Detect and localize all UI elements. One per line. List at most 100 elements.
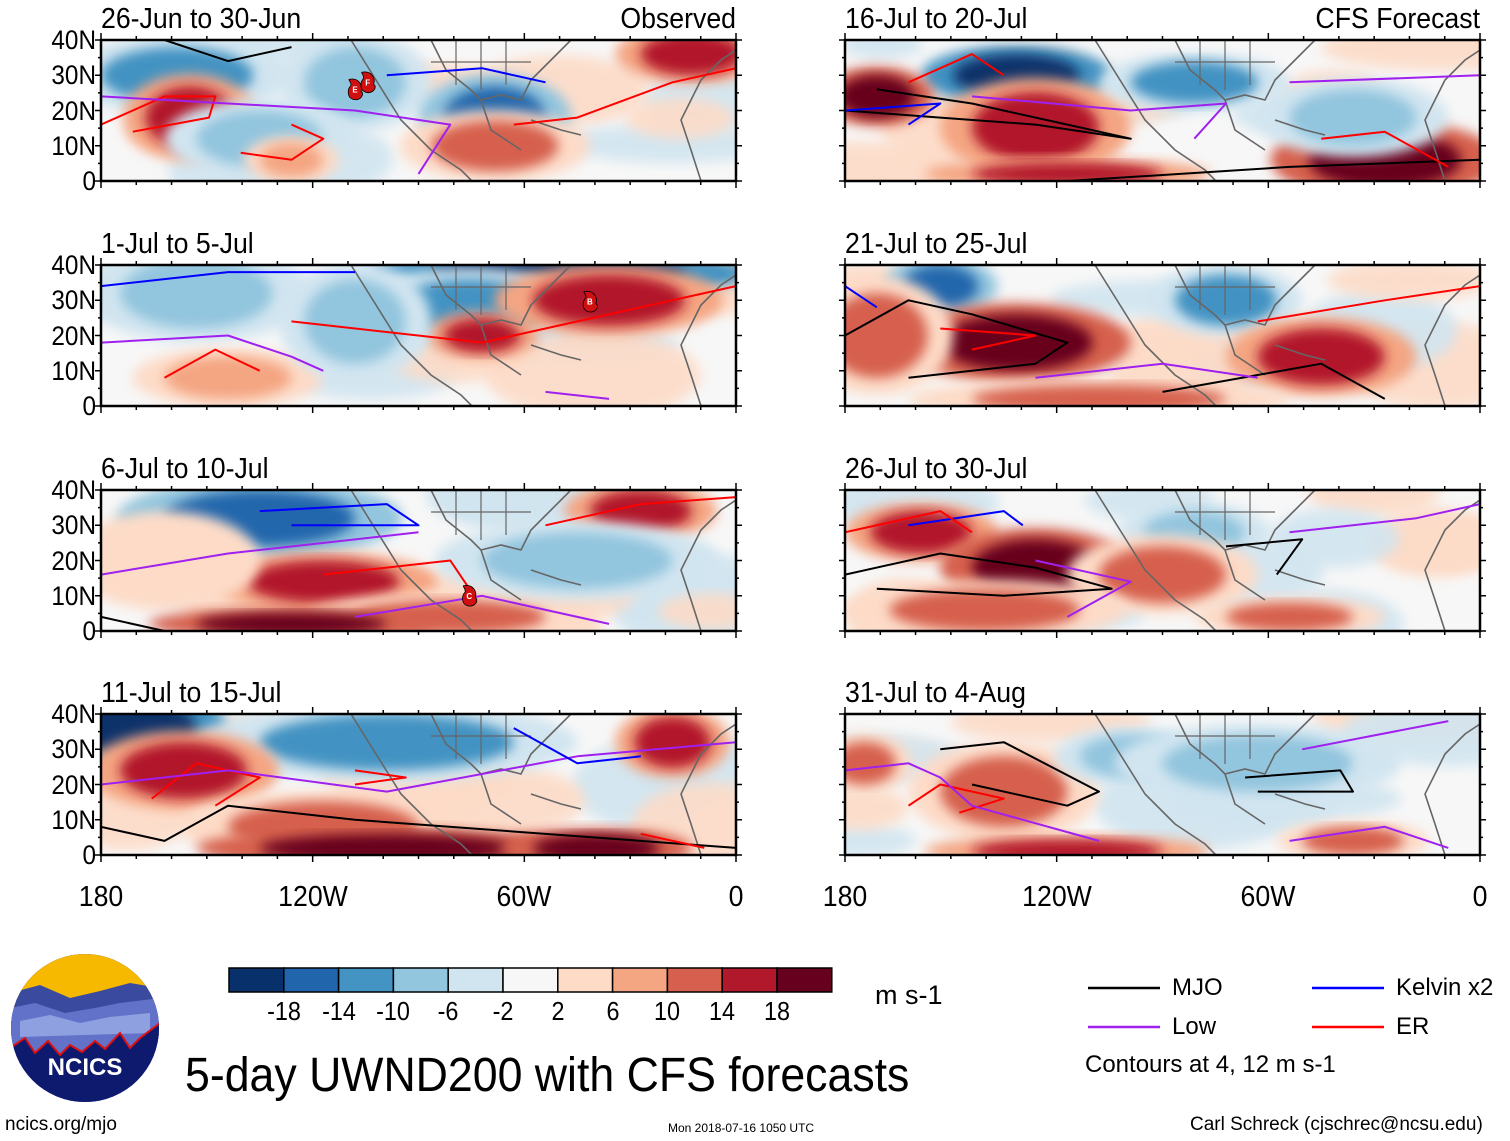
low-contour bbox=[354, 594, 610, 625]
anomaly-core bbox=[443, 318, 521, 353]
low-contour bbox=[971, 95, 1227, 140]
colorbar-swatch bbox=[392, 967, 449, 993]
kelvin-contour bbox=[386, 67, 546, 84]
er-contour bbox=[1257, 285, 1480, 323]
anomaly-core bbox=[247, 560, 400, 603]
anomaly-core bbox=[1162, 735, 1353, 792]
anomaly-core bbox=[1226, 602, 1353, 631]
coastline bbox=[1094, 265, 1480, 406]
colorbar-swatch bbox=[721, 967, 778, 993]
logo-text: NCICS bbox=[48, 1054, 123, 1081]
colorbar-tick-label: 10 bbox=[654, 996, 681, 1026]
anomaly-shading bbox=[845, 786, 909, 830]
colorbar-swatch bbox=[337, 967, 395, 993]
kelvin-contour bbox=[259, 503, 420, 527]
y-tick-label: 10N bbox=[51, 130, 96, 161]
kelvin-contour bbox=[845, 285, 878, 309]
anomaly-shading bbox=[1370, 515, 1480, 574]
state-borders bbox=[431, 40, 531, 90]
chart-title: 5-day UWND200 with CFS forecasts bbox=[185, 1049, 910, 1102]
mjo-contour bbox=[1225, 538, 1304, 576]
panel-title: 11-Jul to 15-Jul bbox=[101, 677, 282, 709]
anomaly-core bbox=[1175, 274, 1277, 326]
anomaly-core bbox=[482, 532, 673, 589]
coastline bbox=[350, 265, 736, 406]
logo-graphic: NCICS bbox=[11, 954, 159, 1102]
anomaly-core bbox=[1257, 328, 1385, 385]
state-borders bbox=[431, 490, 531, 540]
map-panel: C bbox=[95, 483, 742, 638]
storm-label: E bbox=[352, 85, 358, 94]
er-contour bbox=[845, 510, 973, 534]
map-panel: EF bbox=[95, 33, 742, 188]
y-tick-label: 10N bbox=[51, 804, 96, 835]
panel-tag: Observed bbox=[620, 3, 736, 35]
kelvin-contour bbox=[101, 271, 355, 288]
footer-timestamp: Mon 2018-07-16 1050 UTC bbox=[668, 1121, 815, 1135]
panel-title: 26-Jul to 30-Jul bbox=[845, 453, 1028, 485]
anomaly-core bbox=[972, 384, 1226, 406]
y-tick-label: 0 bbox=[82, 616, 96, 646]
panel-title: 21-Jul to 25-Jul bbox=[845, 228, 1028, 260]
footer-author: Carl Schreck (cjschrec@ncsu.edu) bbox=[1190, 1114, 1483, 1135]
anomaly-core bbox=[259, 714, 514, 771]
y-tick-label: 0 bbox=[82, 166, 96, 196]
colorbar-swatch bbox=[228, 967, 285, 993]
map-panel bbox=[839, 33, 1486, 188]
anomaly-core bbox=[845, 293, 928, 378]
anomaly-core bbox=[120, 742, 248, 799]
low-contour bbox=[1289, 503, 1480, 534]
legend-swatch-low bbox=[1088, 1025, 1160, 1029]
colorbar-swatch bbox=[776, 967, 833, 993]
mjo-contour bbox=[101, 615, 165, 631]
map-panel bbox=[839, 483, 1486, 638]
low-contour bbox=[545, 390, 610, 400]
y-tick-label: 20N bbox=[51, 320, 96, 351]
er-contour bbox=[940, 327, 1037, 351]
anomaly-shading bbox=[1321, 40, 1480, 71]
anomaly-core bbox=[532, 274, 686, 326]
colorbar-tick-label: -2 bbox=[492, 996, 514, 1026]
legend-label: ER bbox=[1396, 1013, 1430, 1040]
panel-title: 1-Jul to 5-Jul bbox=[101, 228, 254, 260]
footer-url[interactable]: ncics.org/mjo bbox=[5, 1114, 117, 1135]
contour-note: Contours at 4, 12 m s-1 bbox=[1085, 1051, 1336, 1078]
x-tick-label: 180 bbox=[822, 881, 868, 913]
low-contour bbox=[1302, 720, 1449, 751]
anomaly-core bbox=[845, 742, 896, 785]
colorbar-swatch bbox=[557, 967, 614, 993]
colorbar-swatches bbox=[228, 967, 833, 993]
anomaly-shading bbox=[631, 782, 736, 855]
anomaly-core bbox=[889, 588, 1080, 631]
legend-label: MJO bbox=[1172, 974, 1223, 1001]
y-tick-label: 30N bbox=[51, 510, 96, 541]
mjo-contour bbox=[164, 40, 292, 63]
y-tick-label: 40N bbox=[51, 475, 96, 505]
anomaly-core bbox=[304, 279, 406, 364]
y-tick-label: 30N bbox=[51, 734, 96, 765]
state-borders bbox=[431, 714, 531, 764]
storm-label: F bbox=[365, 78, 370, 87]
y-tick-label: 0 bbox=[82, 391, 96, 421]
anomaly-core bbox=[940, 314, 1093, 371]
anomaly-shading bbox=[845, 40, 923, 60]
anomaly-core bbox=[1289, 89, 1417, 146]
colorbar-swatch bbox=[283, 967, 340, 993]
colorbar-swatch bbox=[666, 967, 723, 993]
mjo-contour bbox=[1067, 158, 1480, 181]
state-borders bbox=[1175, 490, 1275, 540]
anomaly-shading bbox=[845, 823, 917, 855]
anomaly-core bbox=[120, 265, 273, 329]
panel-title: 6-Jul to 10-Jul bbox=[101, 453, 269, 485]
state-borders bbox=[431, 265, 531, 315]
low-contour bbox=[101, 741, 736, 793]
mjo-contour bbox=[845, 88, 1132, 140]
anomaly-core bbox=[1099, 546, 1226, 603]
low-contour bbox=[1035, 362, 1258, 379]
state-borders bbox=[1175, 40, 1275, 90]
y-tick-label: 40N bbox=[51, 250, 96, 280]
colorbar-tick-label: -10 bbox=[376, 996, 411, 1026]
legend-swatch-mjo bbox=[1088, 986, 1160, 990]
y-tick-label: 20N bbox=[51, 545, 96, 576]
mjo-contour bbox=[845, 299, 1069, 379]
